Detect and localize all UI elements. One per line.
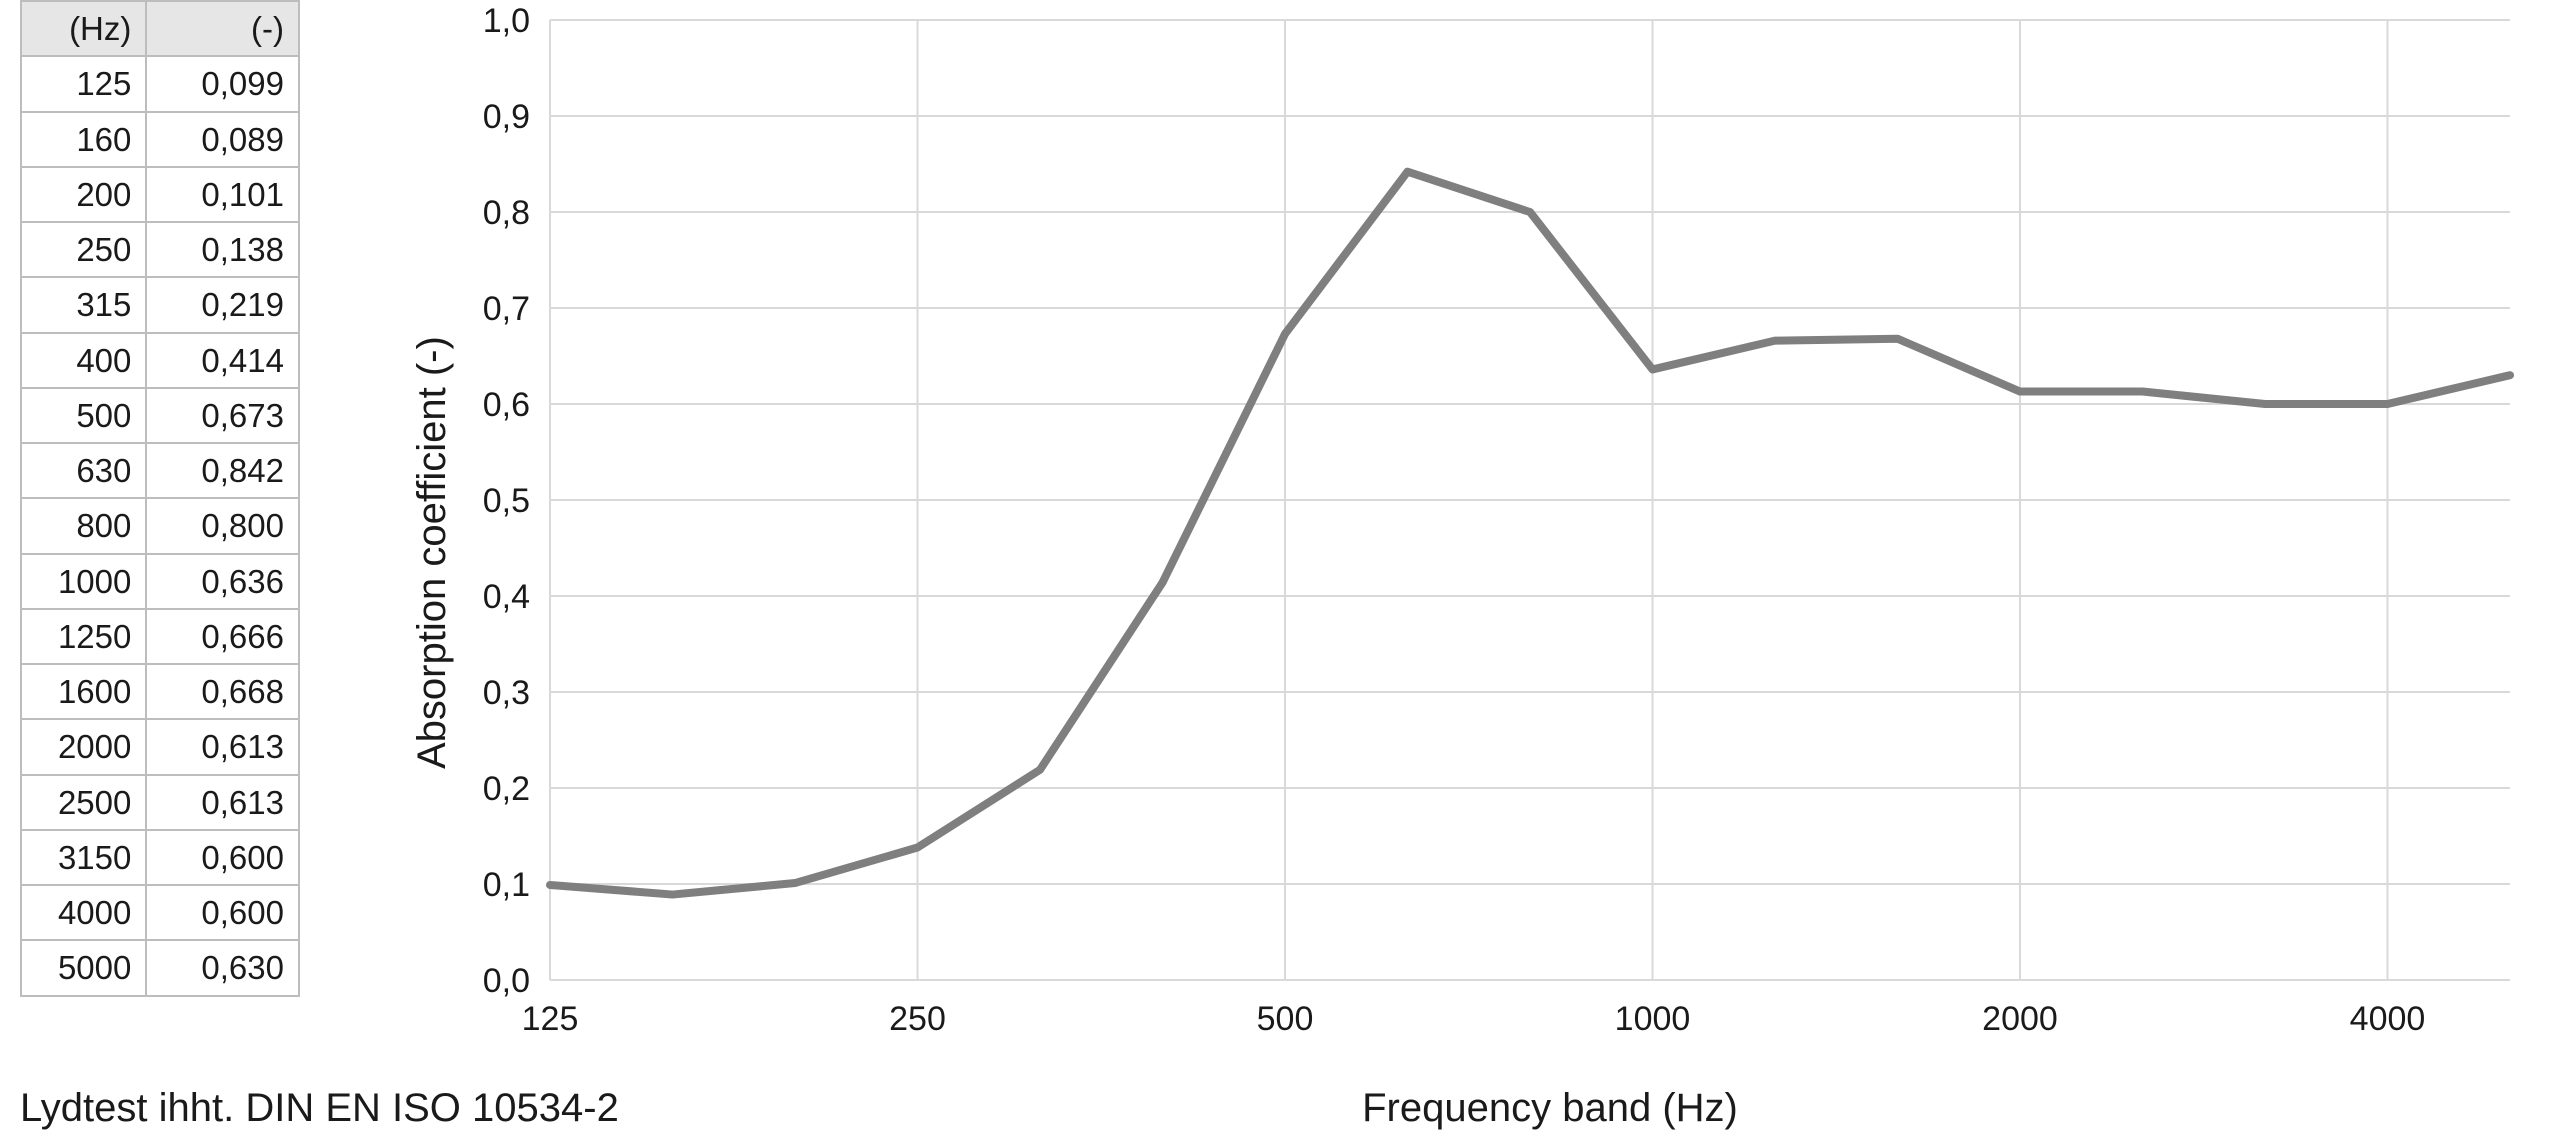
- table-row: 2500,138: [21, 222, 299, 277]
- table-row: 31500,600: [21, 830, 299, 885]
- x-tick-label: 4000: [2350, 1000, 2426, 1038]
- cell-coef: 0,673: [146, 388, 299, 443]
- cell-hz: 250: [21, 222, 146, 277]
- cell-hz: 500: [21, 388, 146, 443]
- table-row: 6300,842: [21, 443, 299, 498]
- y-tick-label: 0,5: [483, 482, 530, 520]
- cell-coef: 0,138: [146, 222, 299, 277]
- table-header-hz: (Hz): [21, 1, 146, 56]
- cell-hz: 800: [21, 498, 146, 553]
- cell-coef: 0,414: [146, 333, 299, 388]
- table-row: 5000,673: [21, 388, 299, 443]
- cell-hz: 5000: [21, 940, 146, 995]
- y-tick-label: 0,3: [483, 674, 530, 712]
- table-row: 2000,101: [21, 167, 299, 222]
- y-tick-label: 0,1: [483, 866, 530, 904]
- y-tick-label: 0,0: [483, 962, 530, 1000]
- caption-text: Lydtest ihht. DIN EN ISO 10534-2: [20, 1086, 619, 1131]
- cell-hz: 2500: [21, 775, 146, 830]
- x-tick-label: 1000: [1615, 1000, 1691, 1038]
- x-tick-label: 2000: [1982, 1000, 2058, 1038]
- table-row: 1600,089: [21, 112, 299, 167]
- cell-coef: 0,600: [146, 830, 299, 885]
- cell-hz: 125: [21, 56, 146, 111]
- cell-coef: 0,089: [146, 112, 299, 167]
- cell-coef: 0,219: [146, 277, 299, 332]
- table-row: 12500,666: [21, 609, 299, 664]
- cell-coef: 0,099: [146, 56, 299, 111]
- table-row: 50000,630: [21, 940, 299, 995]
- table-row: 25000,613: [21, 775, 299, 830]
- cell-coef: 0,636: [146, 554, 299, 609]
- x-tick-label: 250: [889, 1000, 946, 1038]
- table-row: 16000,668: [21, 664, 299, 719]
- cell-coef: 0,668: [146, 664, 299, 719]
- cell-coef: 0,666: [146, 609, 299, 664]
- table-row: 4000,414: [21, 333, 299, 388]
- absorption-chart: 0,0 0,1 0,2 0,3 0,4 0,5 0,6 0,7 0,8 0,9 1,0 125 250 5…: [390, 0, 2540, 1060]
- cell-hz: 1250: [21, 609, 146, 664]
- table-row: 8000,800: [21, 498, 299, 553]
- table-body: 1250,0991600,0892000,1012500,1383150,219…: [21, 56, 299, 995]
- cell-coef: 0,600: [146, 885, 299, 940]
- data-table-container: (Hz) (-) 1250,0991600,0892000,1012500,13…: [20, 0, 300, 997]
- cell-hz: 1600: [21, 664, 146, 719]
- table-row: 20000,613: [21, 719, 299, 774]
- chart-y-axis-label: Absorption coefficient (-): [410, 336, 455, 769]
- x-tick-label: 500: [1257, 1000, 1314, 1038]
- y-tick-label: 0,6: [483, 386, 530, 424]
- data-table: (Hz) (-) 1250,0991600,0892000,1012500,13…: [20, 0, 300, 997]
- cell-coef: 0,101: [146, 167, 299, 222]
- table-header-row: (Hz) (-): [21, 1, 299, 56]
- cell-coef: 0,630: [146, 940, 299, 995]
- cell-hz: 1000: [21, 554, 146, 609]
- cell-coef: 0,613: [146, 775, 299, 830]
- y-tick-label: 0,7: [483, 290, 530, 328]
- table-row: 10000,636: [21, 554, 299, 609]
- cell-hz: 2000: [21, 719, 146, 774]
- y-tick-label: 0,8: [483, 194, 530, 232]
- table-header-coef: (-): [146, 1, 299, 56]
- cell-coef: 0,842: [146, 443, 299, 498]
- y-tick-label: 0,4: [483, 578, 530, 616]
- table-row: 3150,219: [21, 277, 299, 332]
- cell-hz: 4000: [21, 885, 146, 940]
- y-tick-label: 0,9: [483, 98, 530, 136]
- cell-hz: 400: [21, 333, 146, 388]
- chart-container: 0,0 0,1 0,2 0,3 0,4 0,5 0,6 0,7 0,8 0,9 1,0 125 250 5…: [390, 0, 2540, 1060]
- y-tick-label: 1,0: [483, 2, 530, 40]
- y-tick-label: 0,2: [483, 770, 530, 808]
- table-row: 40000,600: [21, 885, 299, 940]
- cell-coef: 0,800: [146, 498, 299, 553]
- x-tick-label: 125: [522, 1000, 579, 1038]
- cell-coef: 0,613: [146, 719, 299, 774]
- cell-hz: 630: [21, 443, 146, 498]
- chart-x-axis-label: Frequency band (Hz): [1300, 1086, 1800, 1131]
- table-row: 1250,099: [21, 56, 299, 111]
- cell-hz: 200: [21, 167, 146, 222]
- cell-hz: 3150: [21, 830, 146, 885]
- cell-hz: 160: [21, 112, 146, 167]
- cell-hz: 315: [21, 277, 146, 332]
